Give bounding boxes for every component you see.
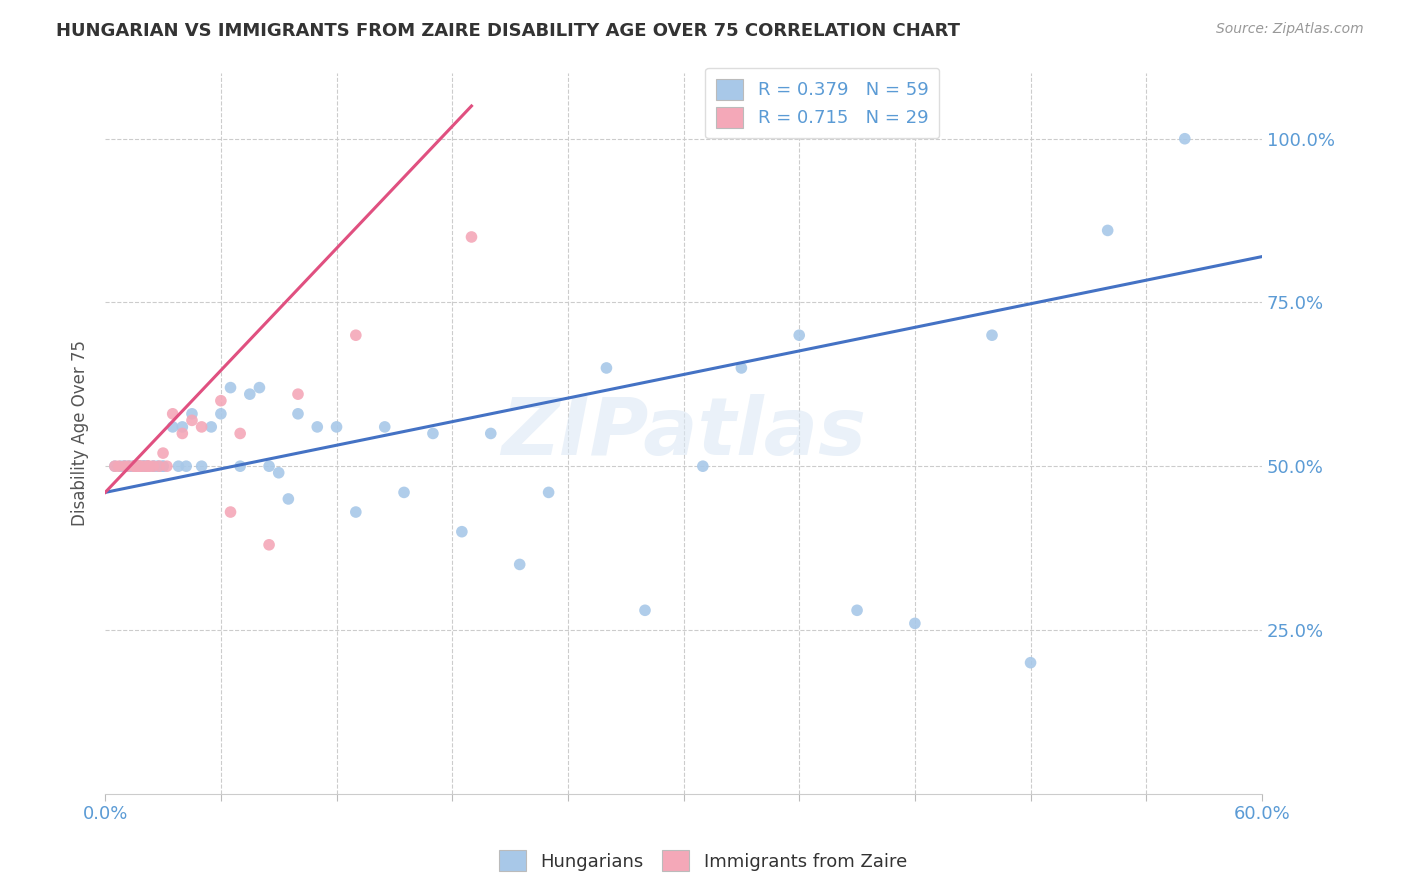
Text: Source: ZipAtlas.com: Source: ZipAtlas.com [1216,22,1364,37]
Point [460,230,482,244]
Point [277,491,299,506]
Point [344,505,367,519]
Point [132,459,155,474]
Point [107,459,129,474]
Point [267,466,290,480]
Point [634,603,657,617]
Point [136,459,159,474]
Point [142,459,165,474]
Point [162,407,184,421]
Point [422,426,444,441]
Point [152,459,174,474]
Point [129,459,152,474]
Point [122,459,145,474]
Point [200,420,222,434]
Point [287,407,309,421]
Point [172,420,194,434]
Legend: R = 0.379   N = 59, R = 0.715   N = 29: R = 0.379 N = 59, R = 0.715 N = 29 [706,68,939,138]
Point [117,459,139,474]
Point [692,459,714,474]
Point [167,459,190,474]
Point [152,446,174,460]
Text: ZIPatlas: ZIPatlas [501,394,866,473]
Point [152,459,174,474]
Point [132,459,155,474]
Point [156,459,179,474]
Point [307,420,329,434]
Point [138,459,160,474]
Point [162,420,184,434]
Point [392,485,415,500]
Point [120,459,142,474]
Point [209,393,232,408]
Point [117,459,139,474]
Point [148,459,170,474]
Point [450,524,472,539]
Point [146,459,169,474]
Point [904,616,927,631]
Point [174,459,197,474]
Point [127,459,149,474]
Point [1097,223,1119,237]
Point [132,459,155,474]
Point [257,459,280,474]
Point [114,459,136,474]
Point [122,459,145,474]
Point [239,387,262,401]
Y-axis label: Disability Age Over 75: Disability Age Over 75 [72,341,89,526]
Point [509,558,531,572]
Legend: Hungarians, Immigrants from Zaire: Hungarians, Immigrants from Zaire [492,843,914,879]
Point [249,381,271,395]
Point [229,426,252,441]
Point [209,407,232,421]
Point [219,381,242,395]
Point [172,426,194,441]
Point [479,426,502,441]
Point [104,459,127,474]
Point [132,459,155,474]
Point [129,459,152,474]
Point [114,459,136,474]
Point [136,459,159,474]
Point [122,459,145,474]
Point [129,459,152,474]
Point [190,459,212,474]
Point [136,459,159,474]
Point [374,420,396,434]
Point [219,505,242,519]
Point [981,328,1004,343]
Point [344,328,367,343]
Point [127,459,149,474]
Point [537,485,560,500]
Point [325,420,347,434]
Point [787,328,810,343]
Point [287,387,309,401]
Point [110,459,132,474]
Text: HUNGARIAN VS IMMIGRANTS FROM ZAIRE DISABILITY AGE OVER 75 CORRELATION CHART: HUNGARIAN VS IMMIGRANTS FROM ZAIRE DISAB… [56,22,960,40]
Point [730,361,752,376]
Point [257,538,280,552]
Point [142,459,165,474]
Point [136,459,159,474]
Point [122,459,145,474]
Point [114,459,136,474]
Point [122,459,145,474]
Point [142,459,165,474]
Point [181,407,204,421]
Point [148,459,170,474]
Point [129,459,152,474]
Point [1019,656,1042,670]
Point [181,413,204,427]
Point [190,420,212,434]
Point [1174,132,1197,146]
Point [846,603,869,617]
Point [595,361,617,376]
Point [229,459,252,474]
Point [104,459,127,474]
